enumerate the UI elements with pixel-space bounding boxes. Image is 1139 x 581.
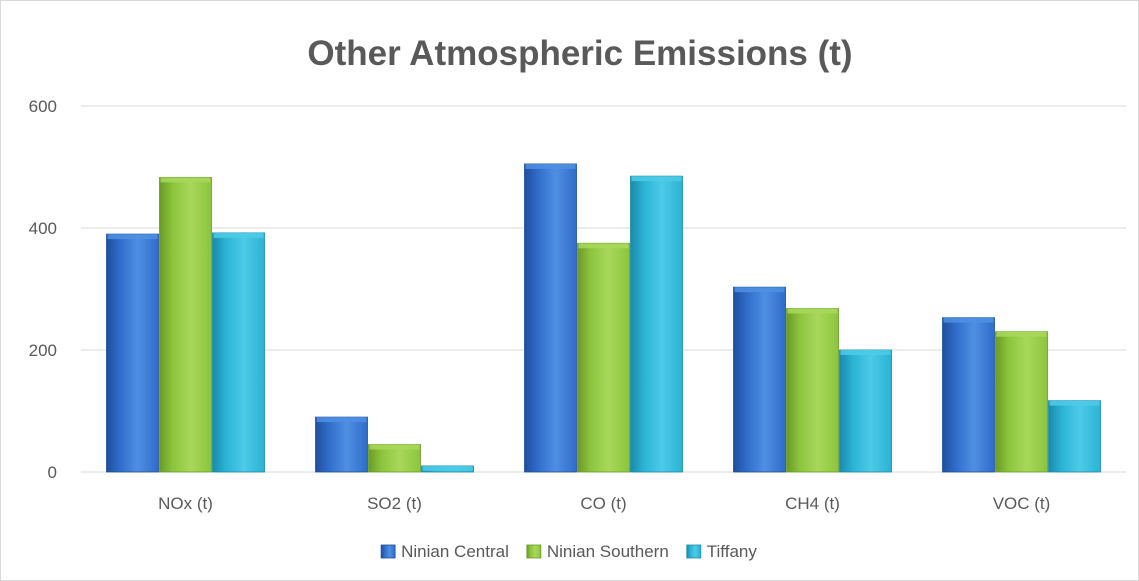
legend: Ninian Central Ninian Southern Tiffany — [380, 542, 758, 561]
bar — [577, 242, 630, 473]
x-tick-label: CH4 (t) — [785, 494, 840, 513]
bar-highlight — [369, 444, 420, 450]
x-axis-tick-labels: NOx (t) SO2 (t) CO (t) CH4 (t) VOC (t) — [158, 494, 1050, 513]
legend-label: Ninian Central — [401, 542, 509, 561]
y-tick-label: 200 — [29, 341, 57, 360]
legend-label: Ninian Southern — [547, 542, 669, 561]
bar-highlight — [213, 232, 264, 238]
bar — [524, 163, 577, 473]
bar — [106, 233, 159, 473]
legend-item: Ninian Southern — [526, 542, 669, 561]
bar-highlight — [787, 308, 838, 314]
x-tick-label: VOC (t) — [993, 494, 1051, 513]
bar — [212, 232, 265, 473]
bar-highlight — [943, 317, 994, 323]
y-axis-tick-labels: 0 200 400 600 — [29, 97, 57, 482]
bar-highlight — [578, 243, 629, 249]
bar-highlight — [734, 287, 785, 293]
legend-item: Ninian Central — [380, 542, 509, 561]
y-tick-label: 600 — [29, 97, 57, 116]
bar — [995, 331, 1048, 473]
bar-highlight — [631, 176, 682, 182]
bar — [786, 308, 839, 473]
bar — [630, 175, 683, 473]
bar — [315, 416, 368, 473]
bar-highlight — [1049, 400, 1100, 406]
chart-title: Other Atmospheric Emissions (t) — [307, 34, 852, 73]
bar-highlight — [422, 465, 473, 471]
bar-highlight — [316, 417, 367, 423]
y-tick-label: 400 — [29, 219, 57, 238]
bars — [106, 163, 1101, 473]
bar-highlight — [525, 163, 576, 169]
x-tick-label: NOx (t) — [158, 494, 213, 513]
bar-highlight — [996, 331, 1047, 337]
bar-highlight — [107, 234, 158, 240]
bar — [1048, 400, 1101, 473]
legend-swatch — [686, 544, 702, 559]
legend-swatch — [380, 544, 396, 559]
legend-swatch — [526, 544, 542, 559]
bar — [942, 317, 995, 473]
bar — [159, 176, 212, 473]
bar-highlight — [840, 350, 891, 355]
bar — [733, 286, 786, 473]
x-tick-label: CO (t) — [580, 494, 626, 513]
x-tick-label: SO2 (t) — [367, 494, 422, 513]
bar — [839, 349, 892, 473]
legend-label: Tiffany — [707, 542, 758, 561]
bar-highlight — [160, 177, 211, 183]
y-tick-label: 0 — [48, 463, 57, 482]
legend-item: Tiffany — [686, 542, 758, 561]
